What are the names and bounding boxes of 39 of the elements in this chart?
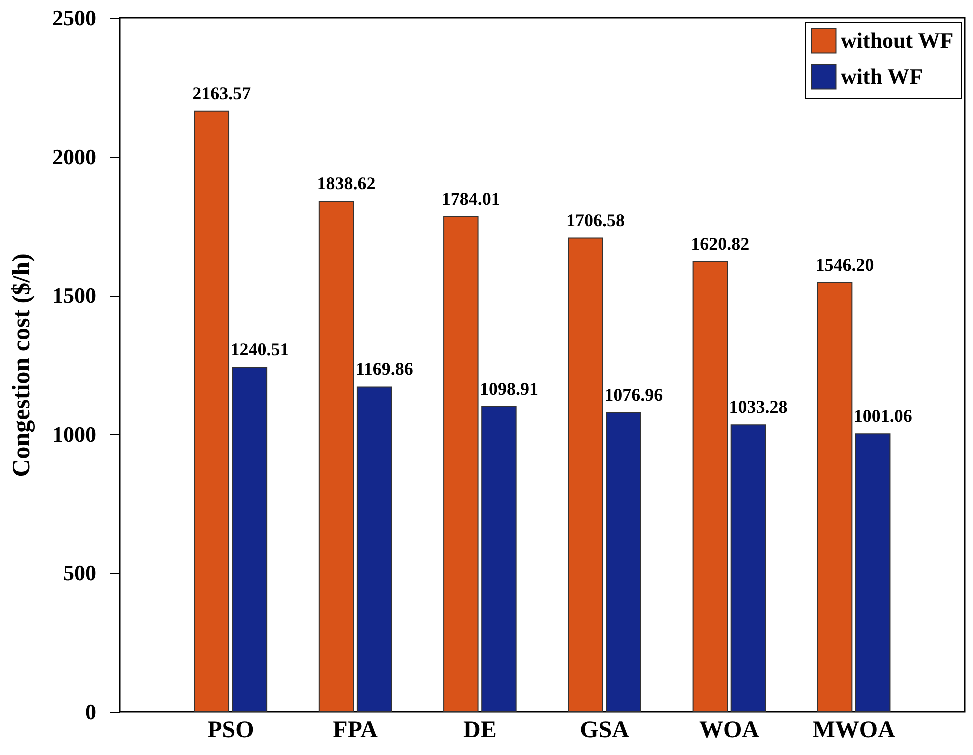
y-tick-label: 1000 <box>52 422 96 447</box>
y-tick-label: 1500 <box>52 283 96 308</box>
bar <box>817 282 853 712</box>
bar <box>482 406 517 712</box>
y-axis-title: Congestion cost ($/h) <box>8 254 36 478</box>
legend-label: without WF <box>841 28 954 53</box>
bar <box>692 262 728 712</box>
x-tick-label: WOA <box>699 718 760 744</box>
data-label: 1098.91 <box>480 378 538 399</box>
data-label: 1033.28 <box>729 397 788 418</box>
legend-label: with WF <box>841 64 924 89</box>
y-tick-label: 2500 <box>52 6 96 30</box>
bar <box>730 424 766 712</box>
x-tick-label: FPA <box>333 718 379 744</box>
bar <box>356 386 392 712</box>
bar <box>855 434 891 712</box>
data-label: 1706.58 <box>566 210 626 230</box>
y-tick-label: 2000 <box>52 144 96 170</box>
data-label: 1076.96 <box>604 385 664 406</box>
data-label: 1546.20 <box>816 254 874 275</box>
x-tick-label: DE <box>464 718 497 744</box>
bar <box>194 110 230 712</box>
y-tick-label: 500 <box>64 560 96 586</box>
data-label: 1838.62 <box>317 174 376 194</box>
data-label: 1001.06 <box>854 406 912 426</box>
bar <box>568 238 604 712</box>
x-tick-label: PSO <box>208 718 254 744</box>
y-tick-label: 0 <box>86 700 96 724</box>
x-tick-label: MWOA <box>812 718 896 744</box>
x-tick-label: GSA <box>580 718 630 744</box>
bar <box>318 201 354 712</box>
data-label: 1240.51 <box>230 340 290 360</box>
data-label: 1169.86 <box>356 359 414 380</box>
bar <box>606 412 642 712</box>
data-label: 1620.82 <box>691 234 750 254</box>
data-label: 1784.01 <box>442 188 500 209</box>
bar <box>444 216 479 712</box>
data-label: 2163.57 <box>192 83 252 104</box>
bar <box>232 367 268 712</box>
